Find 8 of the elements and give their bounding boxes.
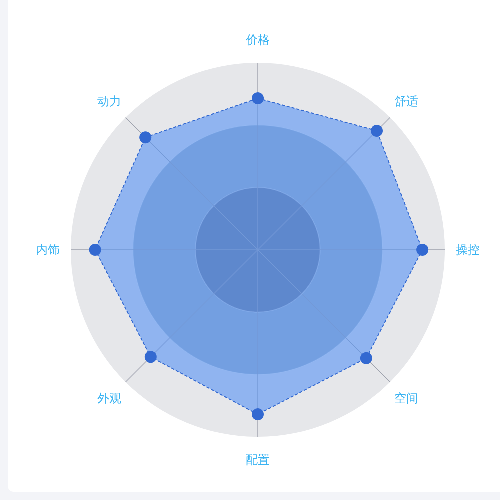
spoke-label: 空间 bbox=[394, 391, 418, 406]
spoke-label: 内饰 bbox=[36, 243, 60, 257]
spoke-label: 操控 bbox=[456, 243, 480, 257]
spoke-label: 动力 bbox=[98, 94, 122, 109]
spoke-label: 舒适 bbox=[394, 94, 418, 109]
spoke-label: 配置 bbox=[246, 453, 270, 467]
spoke-label: 外观 bbox=[98, 391, 122, 406]
spoke-label: 价格 bbox=[245, 33, 270, 47]
